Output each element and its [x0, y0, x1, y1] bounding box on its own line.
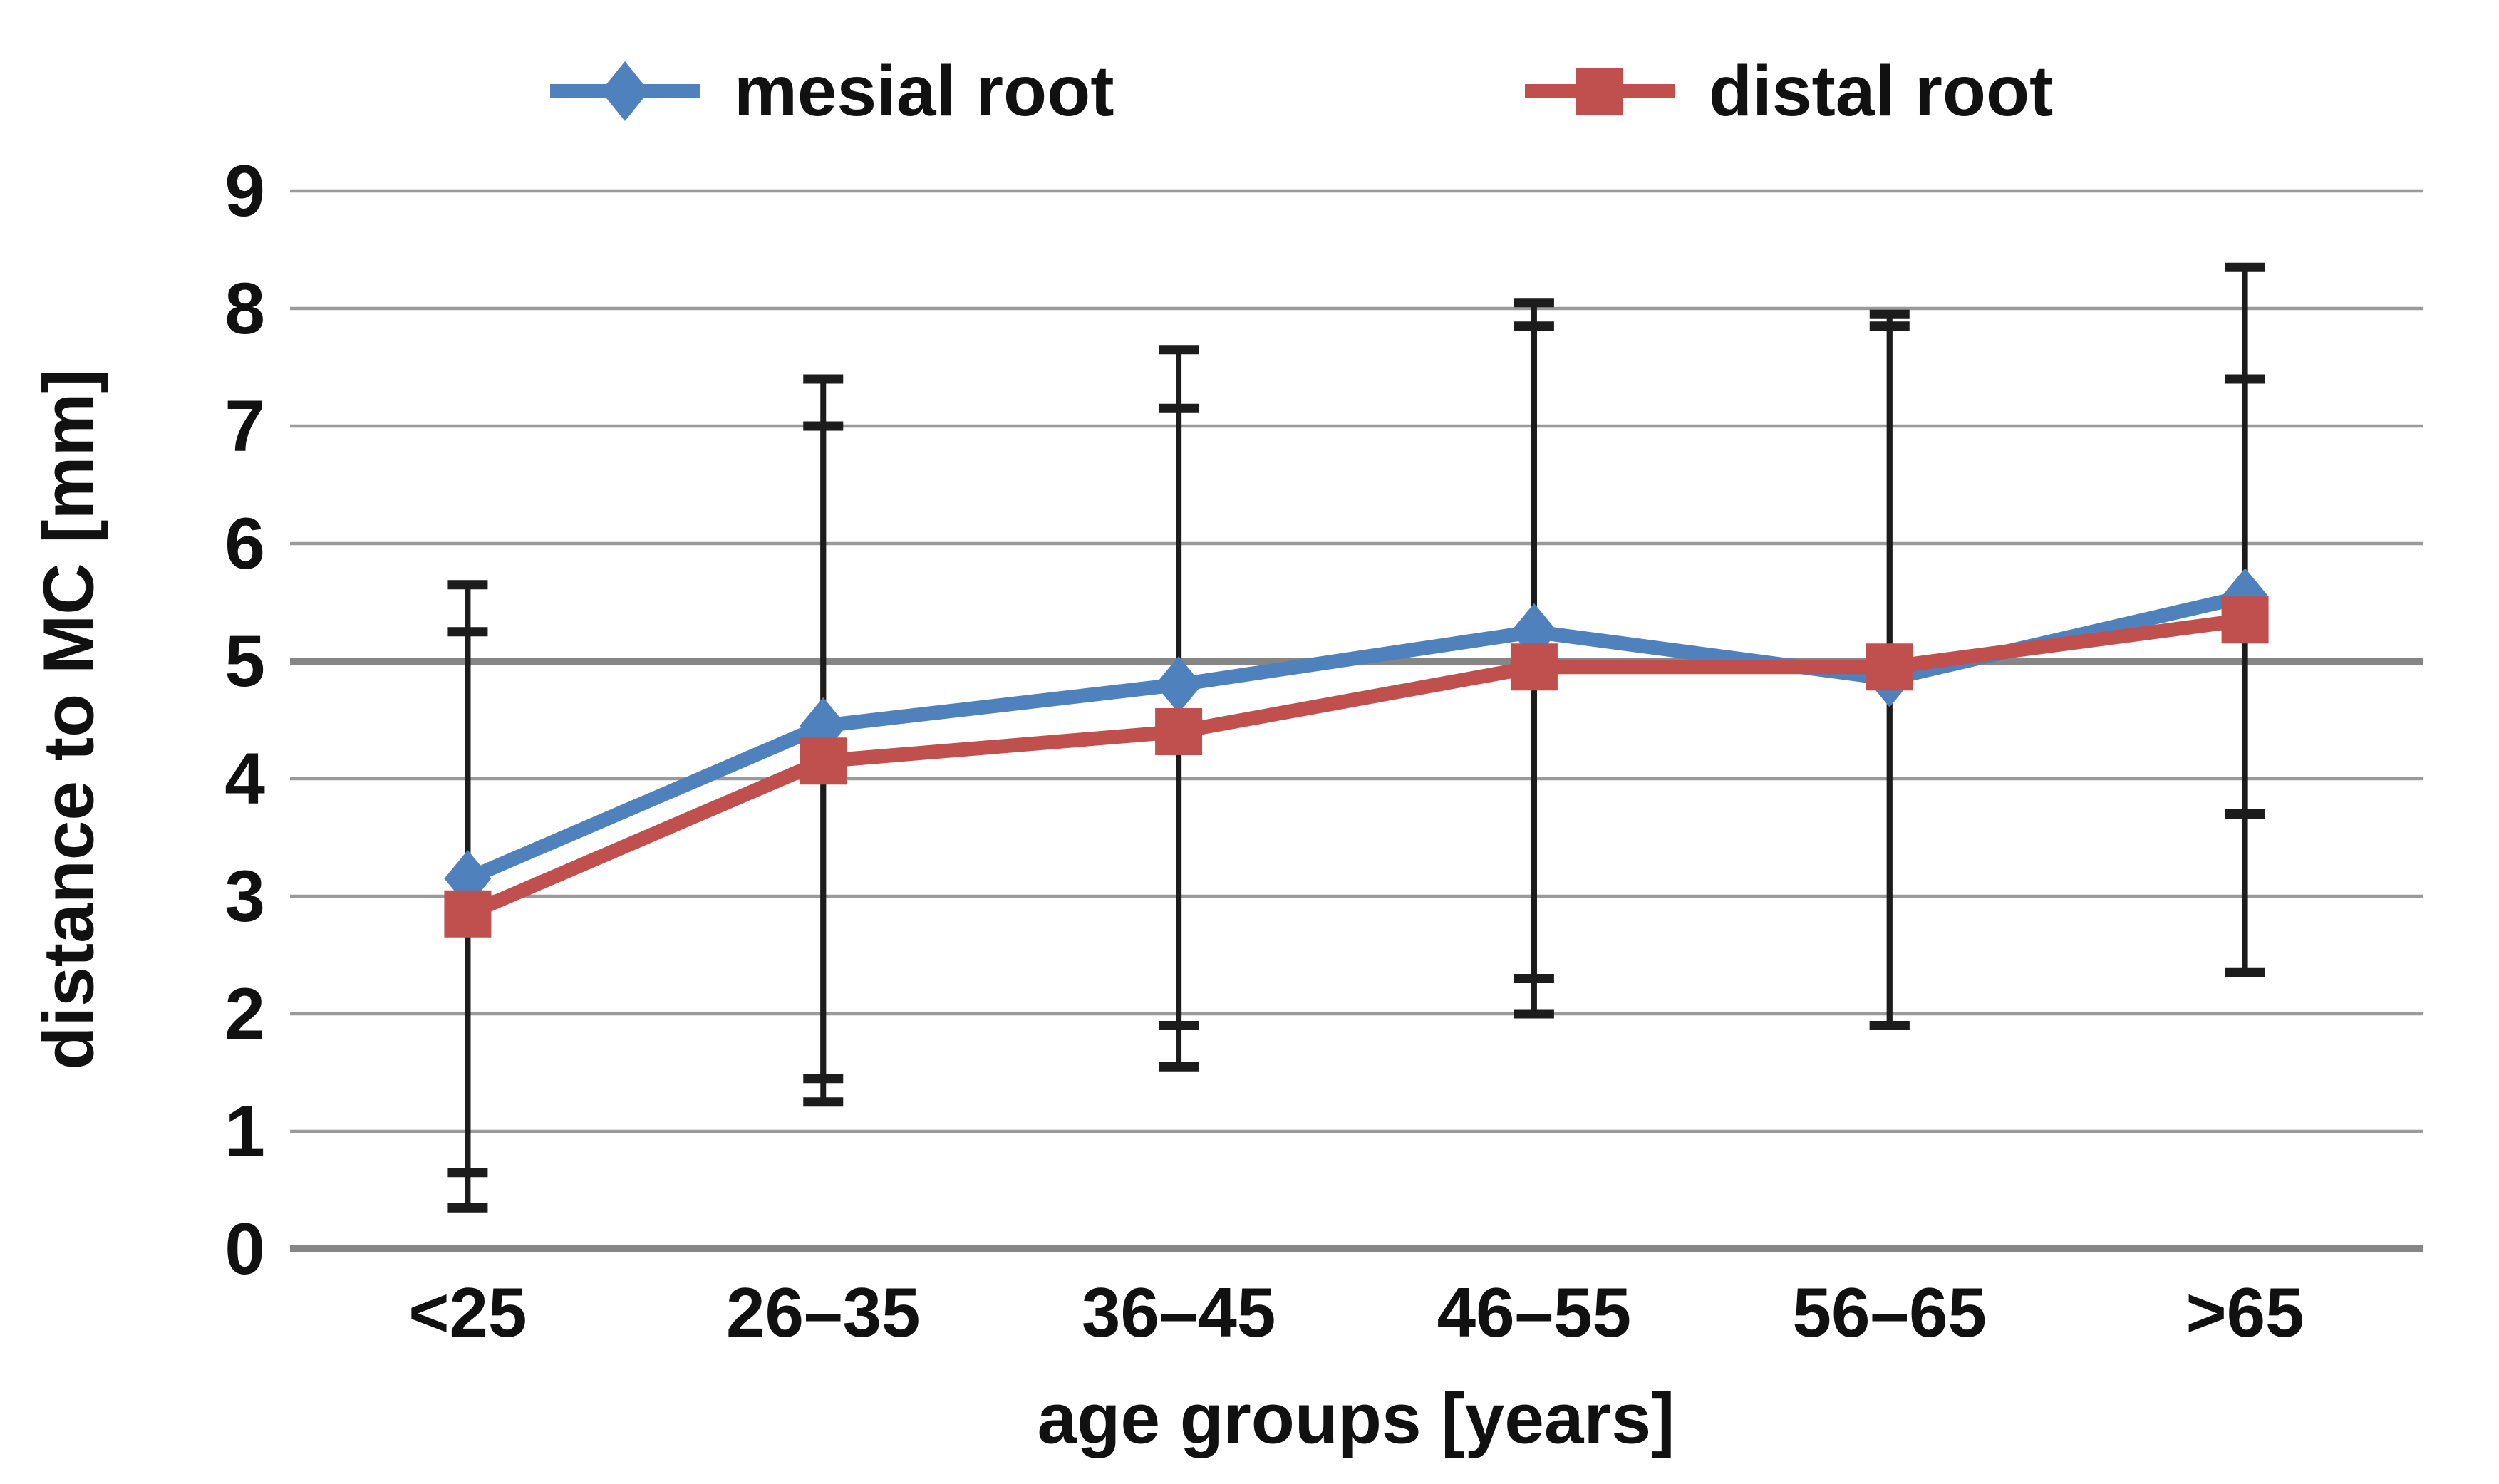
mesial-line-diamond-marker-icon [550, 61, 700, 121]
legend-label-mesial: mesial root [734, 51, 1114, 131]
marker-square-0 [444, 890, 492, 938]
legend-label-distal: distal root [1709, 51, 2054, 131]
y-tick-label-2: 2 [224, 973, 265, 1054]
x-axis-title: age groups [years] [1037, 1379, 1675, 1459]
x-tick-label-1: 26–35 [725, 1273, 921, 1351]
legend-item-mesial: mesial root [550, 34, 1114, 148]
marker-square-4 [1866, 643, 1913, 691]
y-tick-label-6: 6 [224, 503, 265, 584]
x-tick-label-4: 56–65 [1792, 1273, 1987, 1351]
y-axis-title: distance to MC [mm] [29, 369, 109, 1070]
y-tick-label-9: 9 [224, 150, 265, 232]
y-tick-label-8: 8 [224, 268, 265, 349]
marker-square-3 [1510, 643, 1558, 691]
y-tick-label-7: 7 [224, 385, 265, 467]
distal-line-square-marker-icon [1525, 68, 1675, 115]
y-tick-label-0: 0 [224, 1208, 265, 1290]
y-tick-label-3: 3 [224, 856, 265, 937]
series-line-mesial [465, 589, 2247, 886]
marker-square-2 [1155, 708, 1203, 755]
y-tick-label-5: 5 [224, 621, 265, 702]
x-tick-label-2: 36–45 [1081, 1273, 1276, 1351]
marker-diamond-2 [1155, 656, 1203, 713]
x-tick-label-0: <25 [408, 1273, 527, 1351]
y-tick-label-4: 4 [224, 738, 265, 819]
x-tick-label-3: 46–55 [1437, 1273, 1632, 1351]
series-line-distal [465, 613, 2246, 920]
marker-square-5 [2221, 596, 2269, 644]
legend-item-distal: distal root [1525, 34, 2053, 148]
x-tick-label-5: >65 [2185, 1273, 2304, 1351]
y-tick-label-1: 1 [224, 1091, 265, 1172]
marker-square-1 [800, 737, 847, 785]
